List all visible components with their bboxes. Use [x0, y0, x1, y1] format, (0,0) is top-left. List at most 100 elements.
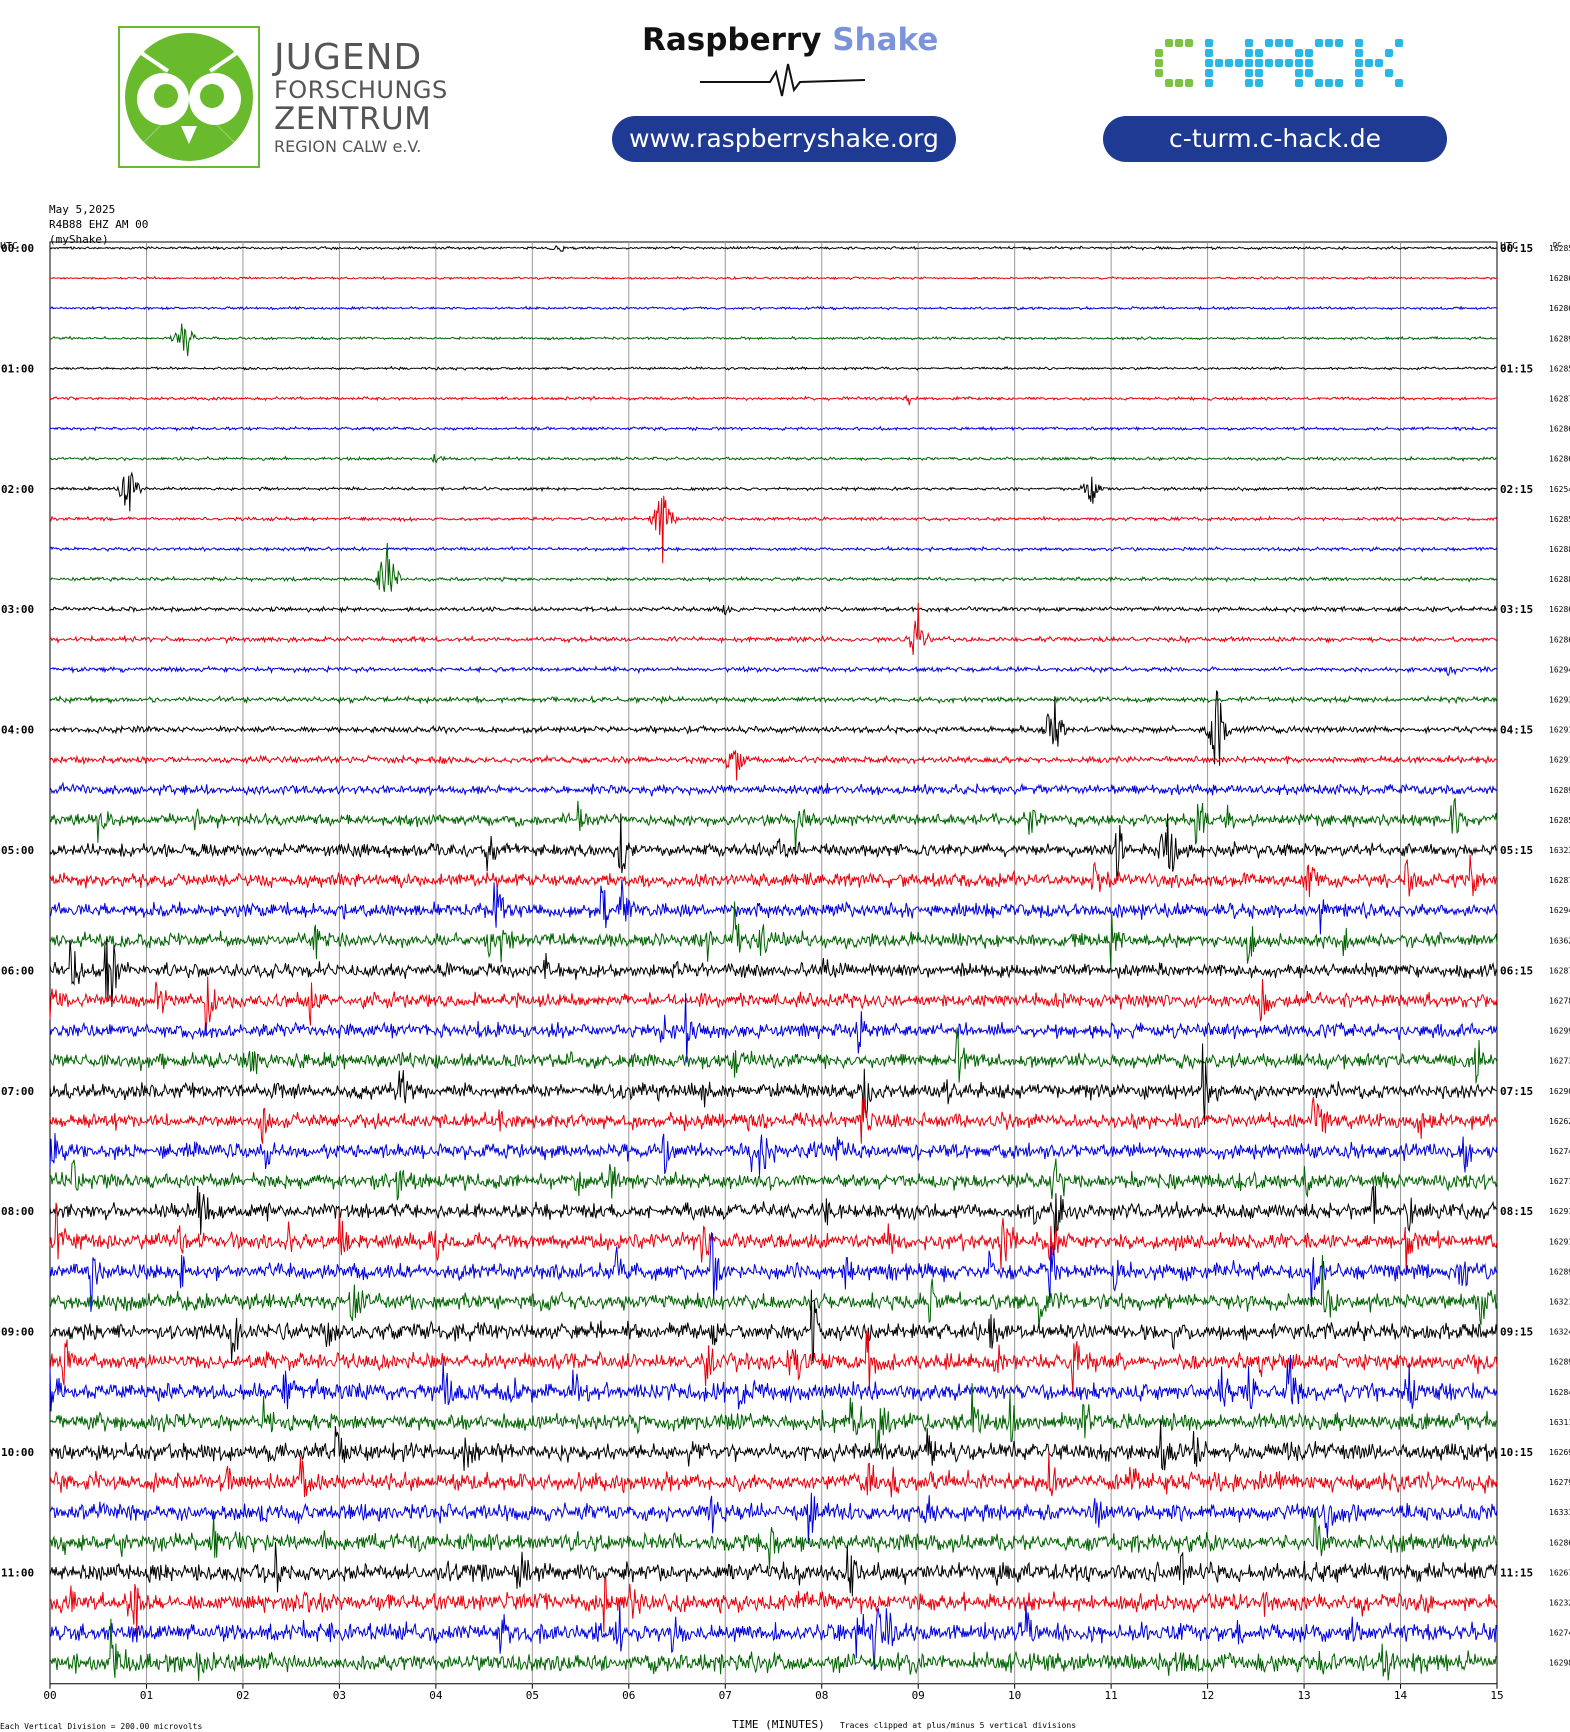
- seismic-trace: [49, 545, 1498, 553]
- seismic-trace: [49, 1027, 1498, 1084]
- x-tick-label: 02: [236, 1689, 249, 1702]
- left-hour-label: 00:00: [1, 242, 34, 255]
- jfz-line-1: JUGEND: [274, 37, 423, 78]
- chack-logo-pixel: [1355, 39, 1363, 47]
- dc-value-label: 16285: [1549, 244, 1570, 253]
- dc-value-label: 16284: [1549, 1388, 1570, 1397]
- dc-value-label: 16285: [1549, 364, 1570, 373]
- scale-note: Each Vertical Division = 200.00 microvol…: [0, 1722, 203, 1731]
- dc-value-label: 16323: [1549, 846, 1570, 855]
- seismic-trace: [49, 1097, 1498, 1144]
- seismic-trace: [49, 1602, 1498, 1670]
- dc-header: DC: [1553, 241, 1561, 249]
- chack-logo-pixel: [1205, 39, 1213, 47]
- seismic-trace: [49, 1289, 1498, 1362]
- chack-logo-pixel: [1215, 59, 1223, 67]
- chack-logo-pixel: [1235, 59, 1243, 67]
- chack-logo-pixel: [1365, 59, 1373, 67]
- chack-logo-pixel: [1315, 39, 1323, 47]
- left-hour-label: 09:00: [1, 1326, 34, 1339]
- x-tick-label: 13: [1297, 1689, 1310, 1702]
- dc-value-label: 16254: [1549, 485, 1570, 494]
- dc-value-label: 16274: [1549, 1629, 1570, 1638]
- x-tick-label: 04: [429, 1689, 443, 1702]
- dc-value-label: 16294: [1549, 665, 1570, 674]
- dc-value-label: 16277: [1549, 1177, 1570, 1186]
- seismic-trace: [49, 993, 1498, 1063]
- chack-logo-pixel: [1375, 59, 1383, 67]
- jfz-wordmark: JUGEND FORSCHUNGS ZENTRUM REGION CALW e.…: [274, 40, 448, 155]
- chack-logo-pixel: [1255, 79, 1263, 87]
- chack-logo-pixel: [1175, 39, 1183, 47]
- rs-brand-shake: Shake: [832, 22, 939, 58]
- dc-value-label: 16287: [1549, 966, 1570, 975]
- raspberryshake-url-link[interactable]: www.raspberryshake.org: [612, 116, 956, 162]
- chack-logo-pixel: [1225, 59, 1233, 67]
- chack-logo-pixel: [1325, 39, 1333, 47]
- seismic-trace: [49, 664, 1498, 677]
- chack-logo-pixel: [1245, 39, 1253, 47]
- jfz-line-4: REGION CALW e.V.: [274, 137, 422, 156]
- dc-value-label: 16269: [1549, 1448, 1570, 1457]
- chack-logo-pixel: [1355, 79, 1363, 87]
- chack-logo-pixel: [1315, 79, 1323, 87]
- chack-logo-pixel: [1285, 59, 1293, 67]
- seismic-trace: [49, 275, 1497, 281]
- dc-value-label: 16333: [1549, 1508, 1570, 1517]
- rs-brand-raspberry: Raspberry: [642, 22, 822, 58]
- chack-logo-pixel: [1295, 79, 1303, 87]
- header: JUGEND FORSCHUNGS ZENTRUM REGION CALW e.…: [0, 0, 1570, 190]
- x-tick-label: 06: [622, 1689, 635, 1702]
- seismic-trace: [49, 813, 1498, 879]
- seismic-trace: [49, 1043, 1498, 1125]
- chack-logo-pixel: [1295, 59, 1303, 67]
- seismic-trace: [49, 694, 1498, 705]
- chack-logo-pixel: [1245, 49, 1253, 57]
- seismic-trace: [49, 1202, 1498, 1274]
- x-tick-label: 15: [1490, 1689, 1503, 1702]
- dc-value-label: 16289: [1549, 786, 1570, 795]
- chack-logo-pixel: [1205, 59, 1213, 67]
- seismic-trace: [49, 1421, 1498, 1471]
- chack-logo-pixel: [1155, 49, 1163, 57]
- seismic-trace: [49, 394, 1498, 406]
- chack-logo-pixel: [1205, 79, 1213, 87]
- seismic-trace: [49, 1184, 1498, 1250]
- chack-logo-pixel: [1245, 59, 1253, 67]
- dc-value-label: 16285: [1549, 816, 1570, 825]
- x-tick-label: 05: [526, 1689, 539, 1702]
- chack-logo-pixel: [1165, 39, 1173, 47]
- seismic-trace: [49, 365, 1498, 371]
- x-tick-label: 07: [719, 1689, 732, 1702]
- seismic-trace: [49, 1254, 1498, 1328]
- seismic-trace: [49, 1450, 1498, 1498]
- chack-logo-pixel: [1165, 79, 1173, 87]
- chack-logo-pixel: [1245, 79, 1253, 87]
- x-tick-label: 00: [43, 1689, 56, 1702]
- chack-logo-pixel: [1355, 49, 1363, 57]
- chack-logo-pixel: [1285, 39, 1293, 47]
- chack-logo-pixel: [1395, 79, 1403, 87]
- right-hour-label: 08:15: [1500, 1205, 1533, 1218]
- left-hour-label: 05:00: [1, 844, 34, 857]
- x-tick-label: 03: [333, 1689, 346, 1702]
- seismic-trace: [49, 749, 1498, 781]
- right-axis-title: UTC: [1500, 241, 1518, 252]
- dc-value-label: 16286: [1549, 1538, 1570, 1547]
- helicorder-plot: 00 01 02 03 04 05 06 07 08 09 10 11 12 13 14 15 UTC UTC DC…: [0, 241, 1570, 1702]
- chack-logo-pixel: [1305, 49, 1313, 57]
- dc-value-label: 16286: [1549, 304, 1570, 313]
- chack-logo-pixel: [1275, 59, 1283, 67]
- chack-url-link[interactable]: c-turm.c-hack.de: [1103, 116, 1447, 162]
- record-date: May 5,2025: [49, 203, 116, 216]
- chack-logo-pixel: [1265, 39, 1273, 47]
- dc-value-label: 16362: [1549, 936, 1570, 945]
- dc-value-label: 16289: [1549, 1358, 1570, 1367]
- chack-logo-pixel: [1175, 79, 1183, 87]
- chack-logo-pixel: [1265, 59, 1273, 67]
- left-hour-label: 07:00: [1, 1085, 34, 1098]
- dc-value-label: 16287: [1549, 395, 1570, 404]
- time-axis-title: TIME (MINUTES): [732, 1718, 825, 1731]
- owl-logo-icon: [118, 26, 260, 168]
